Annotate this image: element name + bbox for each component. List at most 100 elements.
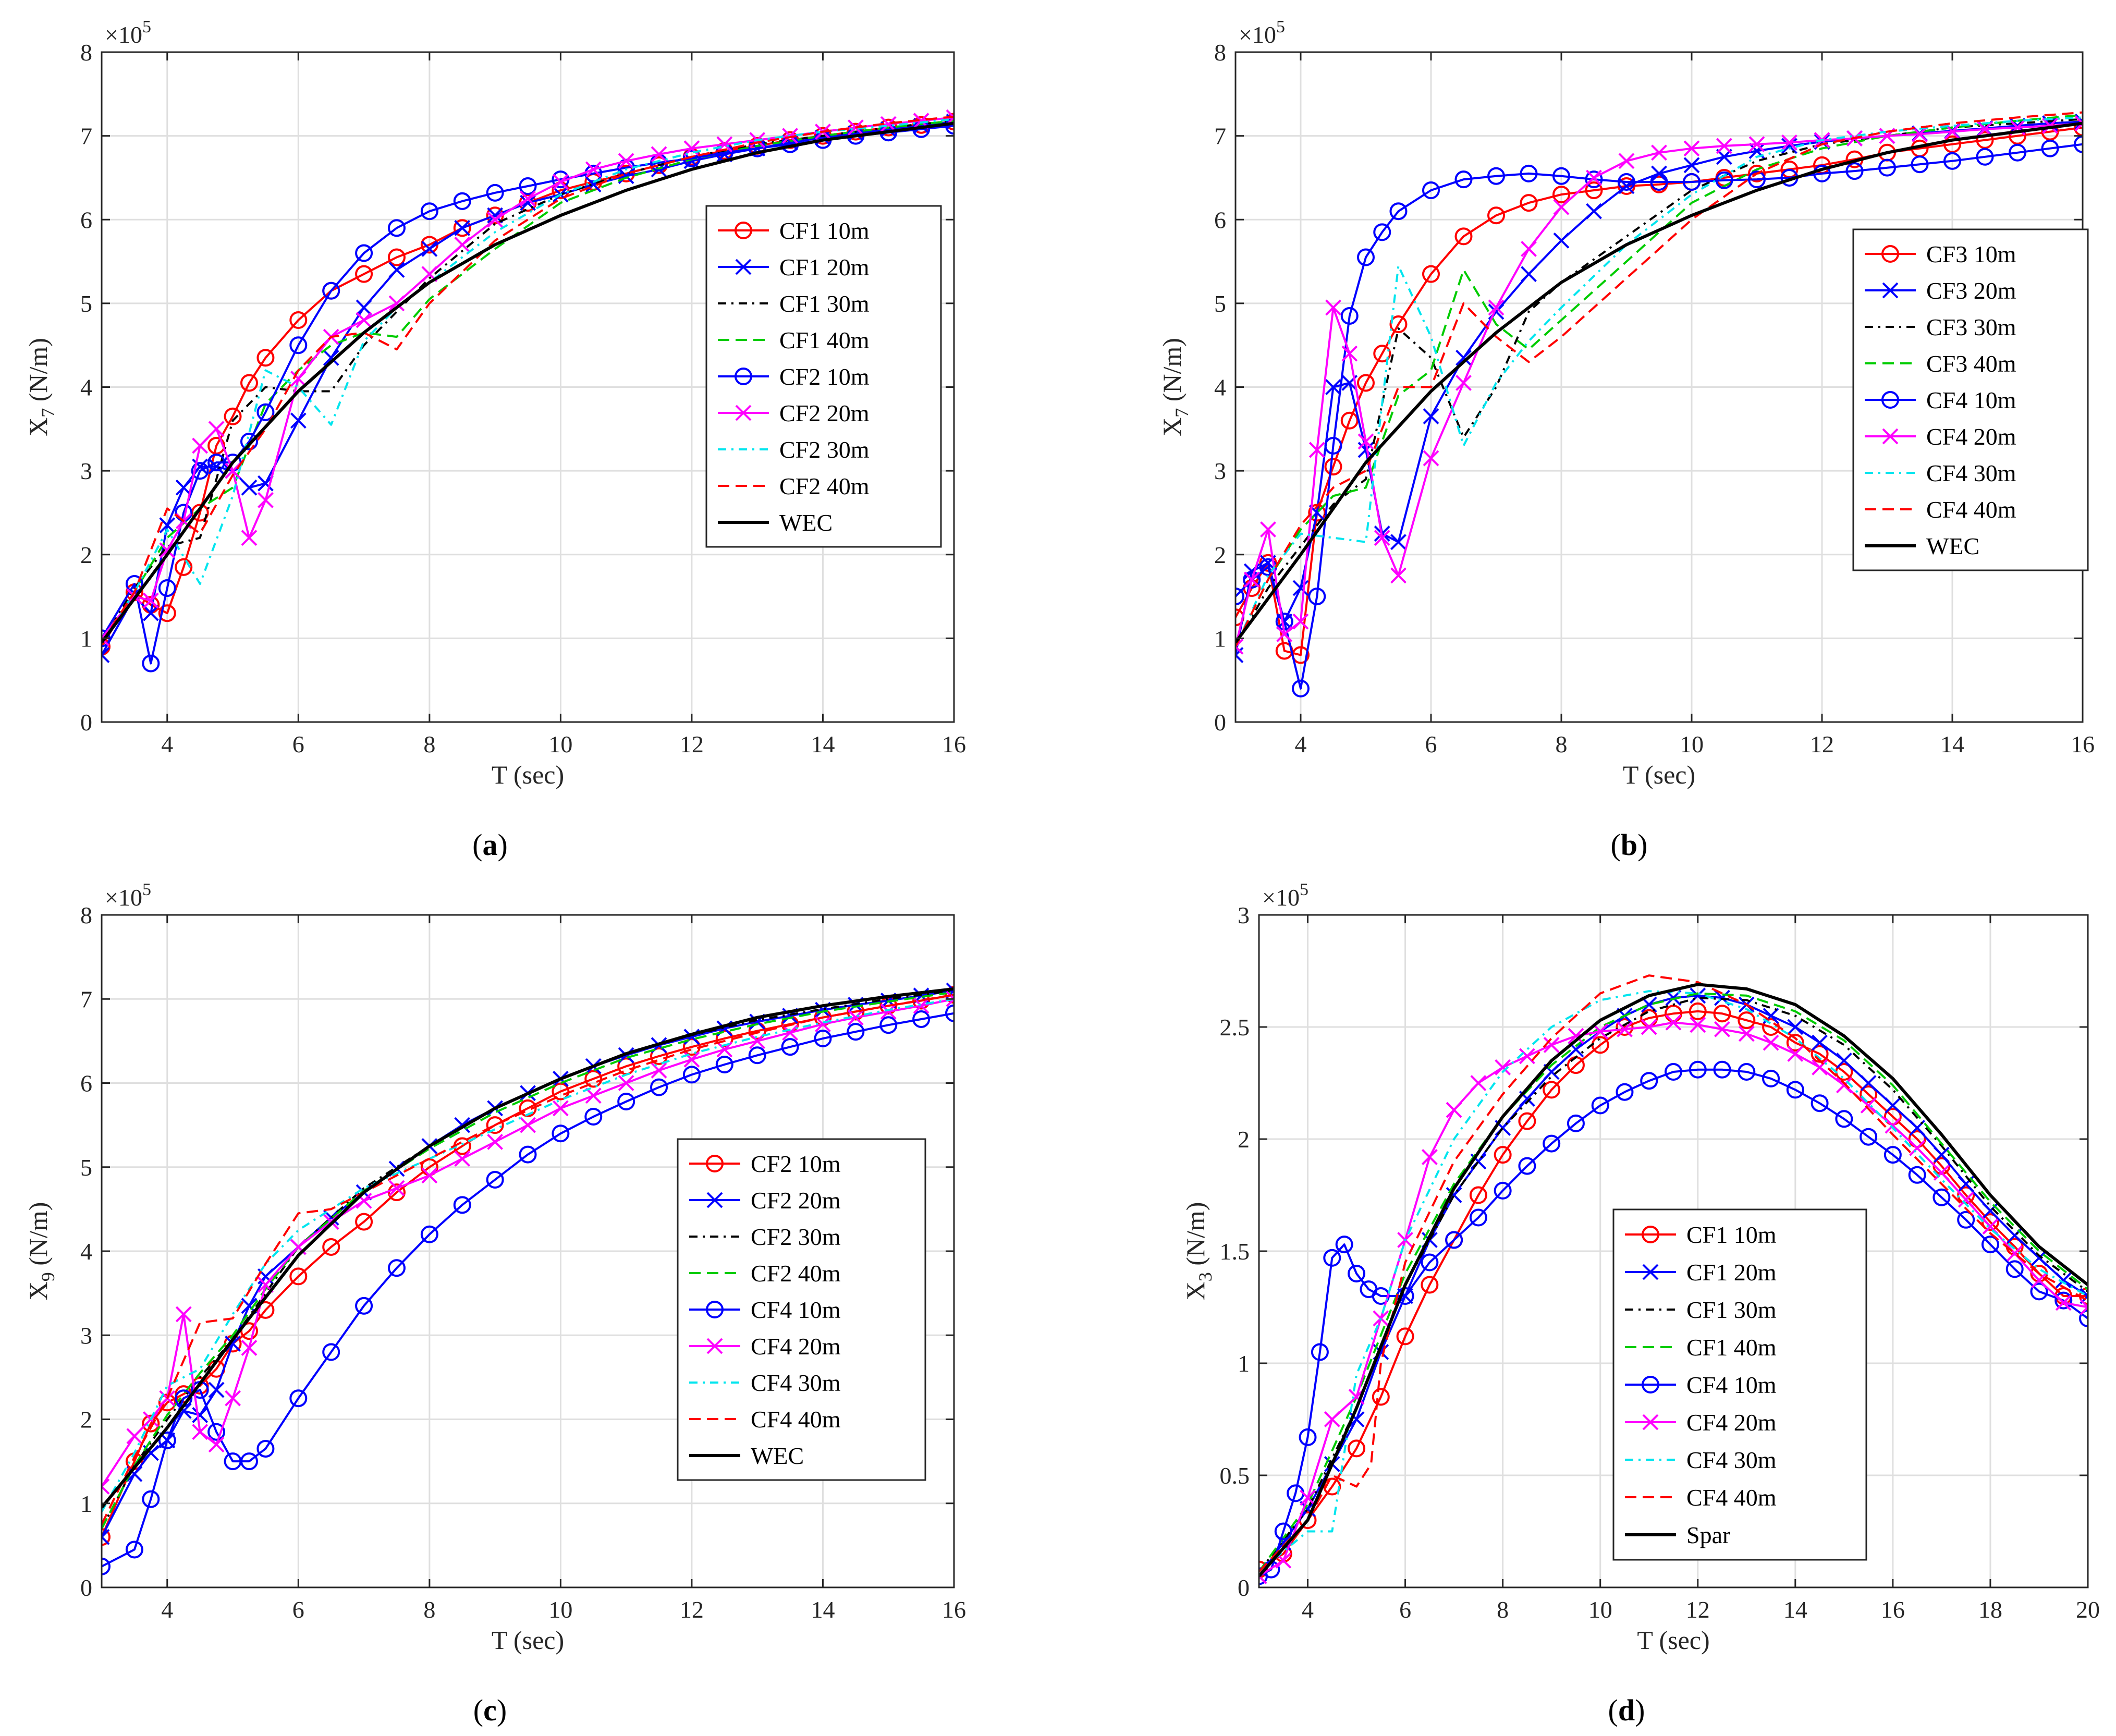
chart-b-series-cf4-10m-point: [1552, 167, 1570, 185]
chart-d-series-cf4-20m-point: [2080, 1299, 2088, 1315]
chart-d-series-cf4-10m-point: [1591, 1096, 1609, 1115]
chart-d-series-cf4-20m-point: [1982, 1218, 1999, 1235]
chart-c-legend-item-cf4-20m: CF4 20m: [689, 1333, 841, 1360]
chart-b-series-cf4-20m-point: [1618, 153, 1635, 169]
chart-c-series-cf2-10m-point: [142, 1414, 160, 1433]
chart-d-series-cf4-20m-point: [1300, 1489, 1316, 1506]
chart-d-series-cf1-10m-point: [1348, 1439, 1366, 1458]
chart-d-series-cf4-10m-point: [1811, 1094, 1829, 1112]
chart-b-series-cf3-40m-line: [1236, 114, 2083, 647]
chart-a-series-wec: [102, 121, 954, 644]
chart-b-legend-label: CF4 10m: [1926, 387, 2016, 413]
chart-a-legend-item-wec: WEC: [718, 509, 833, 536]
chart-b-series-cf3-10m-point: [1618, 177, 1635, 195]
chart-a-series-cf2-20m-point: [142, 592, 159, 609]
chart-d-series-cf1-20m-point: [1860, 1075, 1877, 1091]
chart-c-legend-item-cf2-40m: CF2 40m: [689, 1260, 841, 1287]
chart-d-series-cf1-10m: [1259, 1002, 2088, 1579]
chart-b-series-cf3-10m-point: [1552, 186, 1570, 204]
chart-b-series-cf4-40m-line: [1236, 111, 2083, 647]
chart-d-series-cf4-20m-point: [2055, 1294, 2072, 1311]
chart-a-xlabel: T (sec): [492, 760, 564, 789]
chart-d-series-cf4-10m-point: [1957, 1211, 1975, 1229]
chart-c-legend: CF2 10m CF2 20m CF2 30m CF2 40m CF4 10m CF4 2…: [677, 1138, 926, 1481]
chart-a-xtick-label: 6: [292, 731, 304, 757]
chart-b-ytick-label: 0: [1214, 709, 1226, 736]
chart-b-series-cf3-10m-point: [1373, 345, 1391, 363]
chart-c-series-cf4-40m-line: [102, 994, 954, 1525]
chart-d-series-cf4-20m-point: [1763, 1034, 1779, 1051]
chart-d-series-cf4-20m-point: [1495, 1059, 1511, 1075]
chart-c-series-cf2-10m-point: [322, 1238, 340, 1256]
chart-a-series-cf2-20m-point: [880, 116, 897, 132]
chart-d-series-cf4-10m-line: [1259, 1068, 2088, 1578]
chart-d-xtick-label: 18: [1978, 1596, 2002, 1623]
chart-a-series-cf2-10m-point: [289, 336, 308, 354]
chart-a-ytick-label: 4: [80, 374, 92, 401]
chart-b-series-cf4-20m-point: [1781, 135, 1797, 151]
chart-d-series-cf1-20m-point: [2031, 1250, 2047, 1266]
chart-d-legend-item-cf4-20m: CF4 20m: [1625, 1409, 1777, 1436]
chart-c-legend-label: CF4 40m: [751, 1406, 841, 1433]
chart-d-series-cf1-10m-point: [1543, 1081, 1561, 1099]
chart-b-series-cf4-20m-point: [1488, 299, 1505, 316]
chart-b-series-cf4-20m-point: [1423, 450, 1439, 467]
chart-d-series-cf1-10m-point: [1616, 1018, 1634, 1036]
chart-d-series-cf4-10m-point: [1421, 1253, 1439, 1272]
chart-b-series-cf4-10m-point: [1943, 152, 1961, 170]
chart-c-legend-label: CF2 20m: [751, 1187, 841, 1214]
chart-d-legend-item-cf1-40m: CF1 40m: [1625, 1334, 1777, 1361]
chart-d-series-cf1-10m-point: [1518, 1112, 1536, 1130]
chart-b-series-cf4-20m: [1236, 115, 2083, 655]
chart-b-ytick-label: 8: [1214, 39, 1226, 66]
chart-c-series-cf2-10m-point: [240, 1322, 258, 1340]
chart-c-series-cf4-20m-point: [102, 1478, 110, 1495]
chart-d-series-cf4-20m-point: [1885, 1117, 1901, 1134]
chart-a-legend-item-cf1-20m: CF1 20m: [718, 254, 870, 280]
chart-c-xtick-label: 12: [680, 1596, 704, 1623]
chart-d-series-cf4-10m: [1259, 1060, 2088, 1585]
chart-b-series-cf3-10m-point: [1357, 374, 1375, 392]
chart-b-legend-item-cf3-40m: CF3 40m: [1865, 350, 2016, 377]
chart-a-legend-label: CF1 10m: [779, 217, 870, 244]
chart-d-legend-label: CF4 10m: [1686, 1372, 1777, 1398]
chart-c-ytick-label: 4: [80, 1238, 92, 1265]
chart-d-legend-label: Spar: [1686, 1522, 1730, 1548]
chart-a-series-cf2-20m-point: [716, 136, 733, 153]
chart-c-y-multiplier: ×105: [105, 880, 151, 911]
chart-b-legend-marker: [1882, 282, 1899, 299]
chart-a-xtick-label: 8: [423, 731, 435, 757]
chart-b-series-cf3-20m-point: [1325, 379, 1341, 395]
chart-b-series-group: [1236, 111, 2083, 698]
chart-b-legend-label: CF3 20m: [1926, 277, 2016, 304]
chart-b-series-cf3-20m-point: [1455, 349, 1472, 366]
chart-a-ytick-label: 3: [80, 458, 92, 484]
chart-c-series-cf2-40m: [102, 991, 954, 1530]
chart-c-legend-label: CF4 20m: [751, 1333, 841, 1360]
chart-d-legend-item-cf1-30m: CF1 30m: [1625, 1297, 1777, 1323]
chart-c-series-cf4-10m-point: [879, 1016, 898, 1034]
chart-c-xtick-label: 16: [942, 1596, 966, 1623]
chart-a-xtick-label: 4: [161, 731, 173, 757]
chart-a-series-cf1-10m-point: [158, 604, 176, 622]
chart-c-series-cf2-40m-line: [102, 991, 954, 1530]
chart-c-series-cf4-20m-point: [208, 1436, 225, 1453]
chart-b-series-cf4-10m-point: [1683, 173, 1701, 191]
chart-d-series-cf4-20m-point: [1738, 1025, 1755, 1042]
chart-b-legend-label: CF3 30m: [1926, 314, 2016, 340]
chart-a-series-cf1-10m-point: [453, 219, 471, 237]
chart-b-legend-label: CF4 30m: [1926, 460, 2016, 486]
chart-b-y-multiplier: ×105: [1239, 17, 1285, 48]
chart-c-series-cf4-10m-point: [912, 1010, 931, 1028]
chart-d-series-cf1-10m-line: [1259, 1010, 2088, 1571]
chart-c-legend-marker: [706, 1301, 724, 1318]
chart-d-legend-item-cf4-30m: CF4 30m: [1625, 1447, 1777, 1473]
chart-b-series-cf4-20m-point: [1292, 613, 1309, 630]
chart-d-series-cf4-20m-point: [1324, 1411, 1340, 1427]
chart-d-series-cf1-10m-point: [1396, 1327, 1414, 1346]
chart-b-legend-item-wec: WEC: [1865, 533, 1979, 559]
chart-a-ylabel: X7 (N/m): [23, 338, 58, 436]
chart-a-series-cf1-20m-point: [159, 517, 176, 533]
chart-b-legend-item-cf3-30m: CF3 30m: [1865, 314, 2016, 340]
